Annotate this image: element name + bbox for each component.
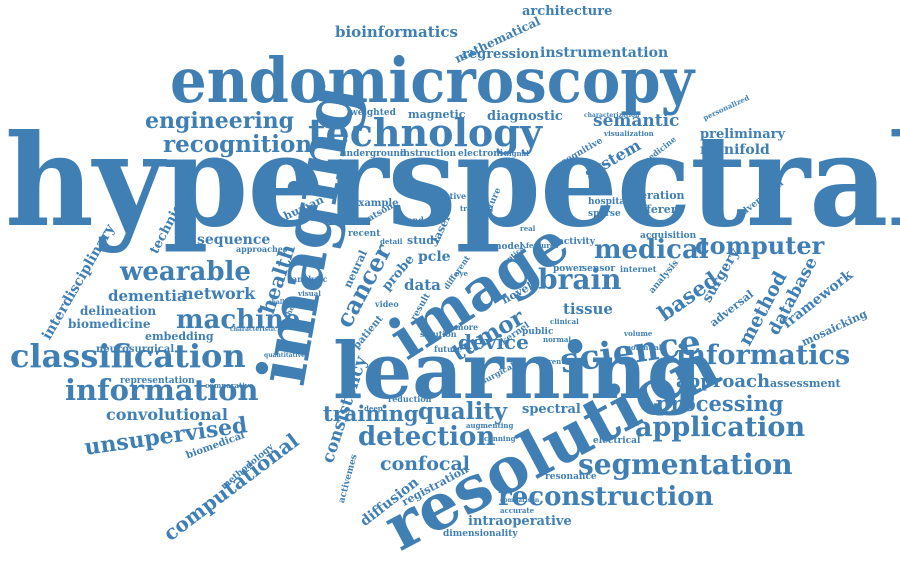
cloud-word: sensor [582,265,615,274]
cloud-word: approach [676,373,770,391]
cloud-word: analytic [292,275,327,283]
cloud-word: recognition [163,133,312,156]
cloud-word: video [375,300,399,308]
cloud-word: assessment [770,378,841,389]
cloud-word: activemes [338,454,360,505]
cloud-word: network [182,286,255,302]
cloud-word: underground [340,150,406,159]
cloud-word: different [630,204,684,215]
cloud-word: acquisition [640,232,696,241]
cloud-word: manifold [700,143,770,157]
cloud-word: neurosurgical [96,345,174,355]
cloud-word: real [520,225,535,232]
cloud-word: dementia [108,289,187,304]
cloud-word: solution [420,330,457,338]
cloud-word: accurate [500,507,534,514]
cloud-word: augmenting [466,422,513,429]
cloud-word: pcle [418,250,451,264]
cloud-word: signal [505,150,529,157]
cloud-word: representation [120,377,195,386]
cloud-word: electrical [593,437,640,446]
cloud-word: current [535,358,565,365]
cloud-word: future [434,345,462,353]
cloud-word: approaches [236,245,287,253]
cloud-word: comparative [205,382,253,389]
cloud-word: preliminary [700,128,785,141]
cloud-word: quantitative [264,353,305,359]
cloud-word: effective [428,192,466,200]
cloud-word: embedding [145,331,214,342]
cloud-word: convolutional [106,407,228,423]
cloud-word: visual [298,290,321,297]
cloud-word: detail [380,238,402,245]
cloud-word: london [404,216,435,224]
cloud-word: challenging [268,300,308,306]
cloud-word: wearable [120,259,251,285]
cloud-word: diagnostic [487,110,563,123]
cloud-word: operation [625,190,685,201]
cloud-word: recent [348,230,380,239]
cloud-word: features [526,242,558,249]
cloud-word: informatics [676,342,850,369]
cloud-word: magnetic [408,109,465,120]
cloud-word: activity [558,238,595,247]
cloud-word: sparse [588,210,621,219]
cloud-word: tracking [460,205,493,212]
cloud-word: scanning [480,435,516,442]
cloud-word: quality [418,400,507,423]
cloud-word: clinical [550,318,579,325]
cloud-word: visualization [604,130,654,137]
cloud-word: characterization [584,113,639,119]
cloud-word: comparison [500,498,539,504]
cloud-word: volume [624,330,652,337]
cloud-word: electronic [458,150,509,159]
cloud-word: tissue [563,302,613,317]
cloud-word: eye [455,270,468,277]
cloud-word: weighted [350,109,396,118]
cloud-word: characteristic [230,327,277,333]
cloud-word: bioinformatics [335,25,458,40]
cloud-word: intraoperative [468,515,572,528]
cloud-word: deep [364,405,383,412]
cloud-word: study [407,235,440,246]
cloud-word: more [455,323,478,331]
cloud-word: spectral [522,403,581,416]
cloud-word: resonance [545,473,597,482]
cloud-word: hospital [588,198,629,207]
cloud-word: internet [620,265,656,273]
cloud-word: reduction [388,395,431,403]
cloud-word: segmentation [578,451,793,479]
cloud-word: power [553,265,584,274]
cloud-word: processing [656,393,783,414]
cloud-word: delineation [80,305,156,317]
cloud-word: instruction [400,150,456,159]
cloud-word: instrumentation [540,46,668,60]
cloud-word: application [635,414,805,441]
cloud-word: normal [543,336,571,343]
cloud-word: dimensionality [443,530,518,539]
cloud-word: potential [626,344,661,351]
cloud-word: engineering [145,110,294,132]
cloud-word: data [404,278,441,293]
cloud-word: biomedicine [68,318,150,330]
